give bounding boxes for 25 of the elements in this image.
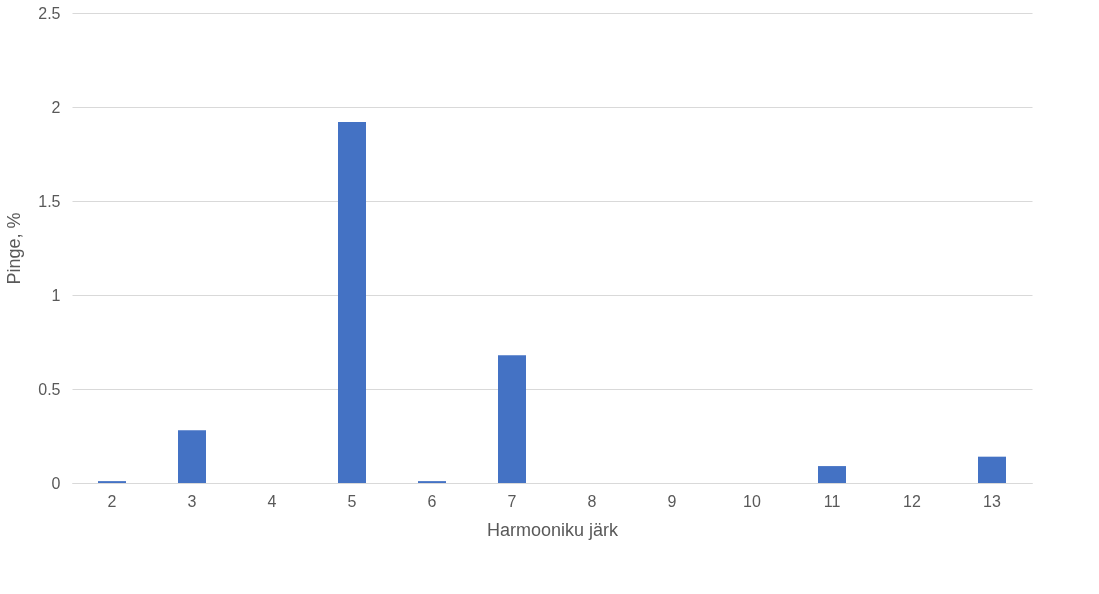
x-tick-label: 9 <box>667 492 677 510</box>
x-tick-label: 2 <box>107 492 117 510</box>
y-tick-label: 2.5 <box>38 4 61 22</box>
x-tick-label: 6 <box>427 492 437 510</box>
y-tick-label: 0.5 <box>38 380 61 398</box>
y-tick-label: 0 <box>51 474 61 492</box>
x-tick-label: 4 <box>267 492 277 510</box>
x-tick-label: 8 <box>587 492 597 510</box>
x-tick-label: 3 <box>187 492 197 510</box>
y-axis-title: Pinge, % <box>4 212 25 285</box>
x-tick-label: 7 <box>507 492 517 510</box>
y-tick-label: 2 <box>51 98 61 116</box>
y-tick-label: 1 <box>51 286 61 304</box>
bar <box>498 355 526 483</box>
x-tick-label: 10 <box>743 492 761 510</box>
x-tick-label: 13 <box>983 492 1001 510</box>
x-axis-title: Harmooniku järk <box>486 519 620 540</box>
bar <box>978 456 1006 483</box>
bar <box>338 122 366 483</box>
bar <box>178 430 206 483</box>
y-tick-label: 1.5 <box>38 192 61 210</box>
bar <box>818 466 846 483</box>
x-tick-label: 11 <box>823 492 841 510</box>
x-tick-label: 5 <box>347 492 357 510</box>
x-tick-label: 12 <box>903 492 921 510</box>
